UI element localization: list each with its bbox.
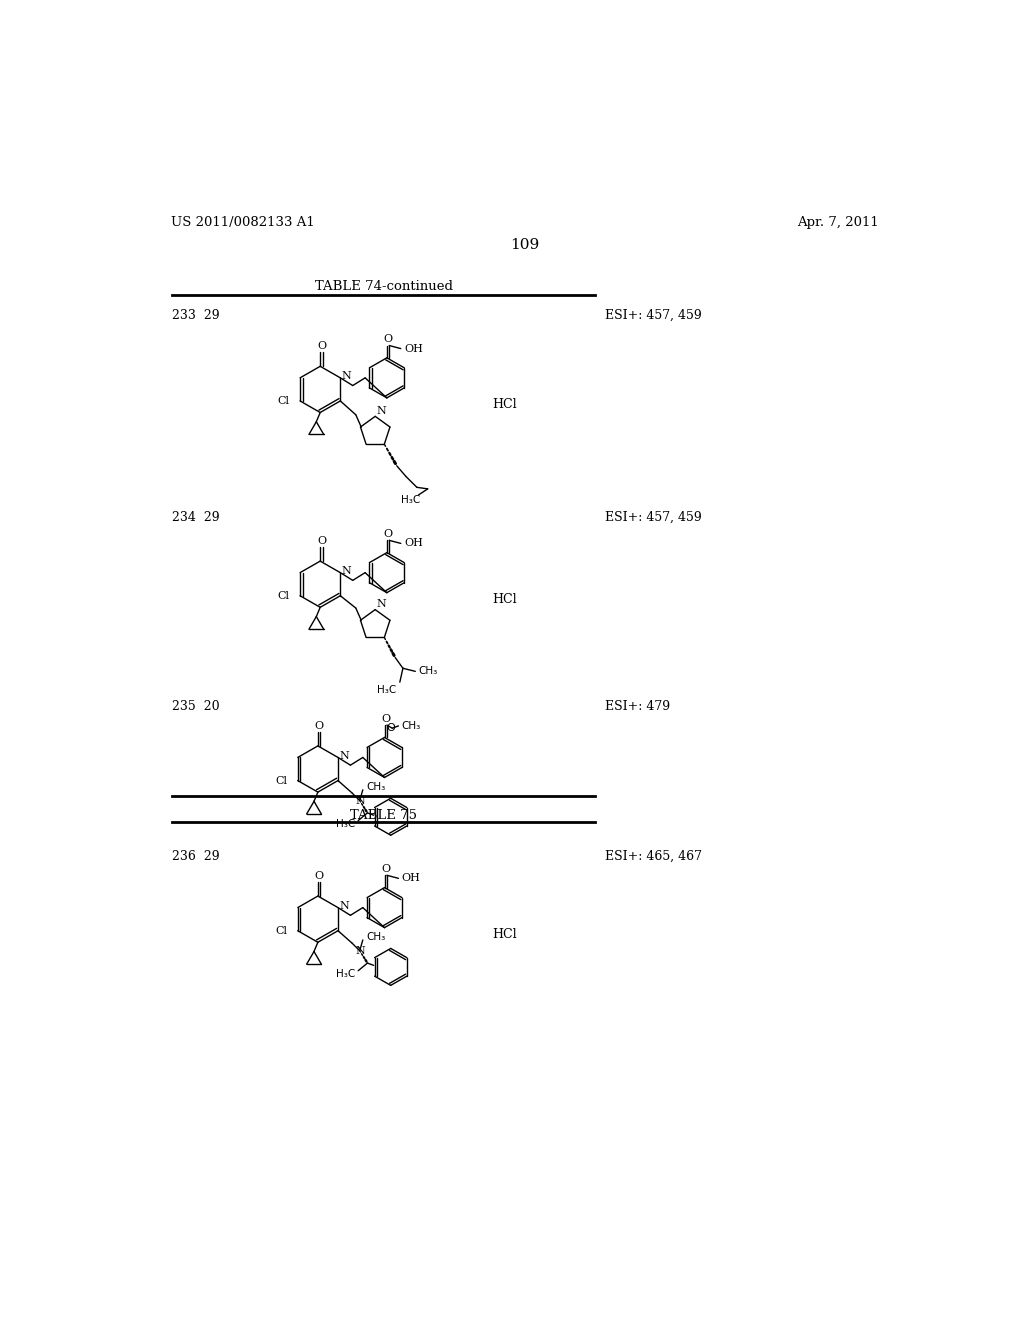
Text: O: O: [314, 871, 324, 880]
Text: 233  29: 233 29: [172, 309, 220, 322]
Text: N: N: [340, 751, 349, 760]
Text: H₃C: H₃C: [378, 685, 396, 694]
Text: N: N: [355, 796, 366, 807]
Text: O: O: [382, 714, 390, 723]
Text: TABLE 74-continued: TABLE 74-continued: [314, 280, 453, 293]
Text: US 2011/0082133 A1: US 2011/0082133 A1: [171, 216, 314, 230]
Text: O: O: [382, 865, 390, 874]
Text: HCl: HCl: [493, 928, 517, 941]
Text: H₃C: H₃C: [336, 818, 355, 829]
Text: 109: 109: [510, 238, 540, 252]
Text: N: N: [376, 405, 386, 416]
Text: Cl: Cl: [274, 776, 287, 785]
Text: CH₃: CH₃: [366, 932, 385, 942]
Text: TABLE 75: TABLE 75: [350, 809, 417, 822]
Text: 236  29: 236 29: [172, 850, 220, 863]
Text: ESI+: 479: ESI+: 479: [604, 700, 670, 713]
Text: Apr. 7, 2011: Apr. 7, 2011: [798, 216, 879, 230]
Text: Cl: Cl: [278, 591, 289, 601]
Text: Cl: Cl: [278, 396, 289, 407]
Text: CH₃: CH₃: [419, 667, 437, 676]
Text: CH₃: CH₃: [366, 781, 385, 792]
Text: O: O: [317, 342, 327, 351]
Text: OH: OH: [403, 539, 423, 548]
Text: O: O: [317, 536, 327, 546]
Text: OH: OH: [401, 874, 421, 883]
Text: CH₃: CH₃: [401, 721, 421, 731]
Text: N: N: [342, 371, 351, 381]
Text: O: O: [384, 529, 393, 539]
Text: N: N: [340, 902, 349, 911]
Text: H₃C: H₃C: [400, 495, 420, 504]
Text: HCl: HCl: [493, 399, 517, 412]
Text: H₃C: H₃C: [336, 969, 355, 979]
Text: N: N: [355, 946, 366, 957]
Text: ESI+: 465, 467: ESI+: 465, 467: [604, 850, 701, 863]
Text: O: O: [387, 723, 395, 733]
Text: O: O: [314, 721, 324, 731]
Text: OH: OH: [403, 343, 423, 354]
Text: ESI+: 457, 459: ESI+: 457, 459: [604, 309, 701, 322]
Text: Cl: Cl: [274, 925, 287, 936]
Text: 234  29: 234 29: [172, 511, 220, 524]
Text: HCl: HCl: [493, 593, 517, 606]
Text: N: N: [342, 566, 351, 576]
Text: N: N: [376, 599, 386, 609]
Text: O: O: [384, 334, 393, 345]
Text: 235  20: 235 20: [172, 700, 220, 713]
Text: ESI+: 457, 459: ESI+: 457, 459: [604, 511, 701, 524]
